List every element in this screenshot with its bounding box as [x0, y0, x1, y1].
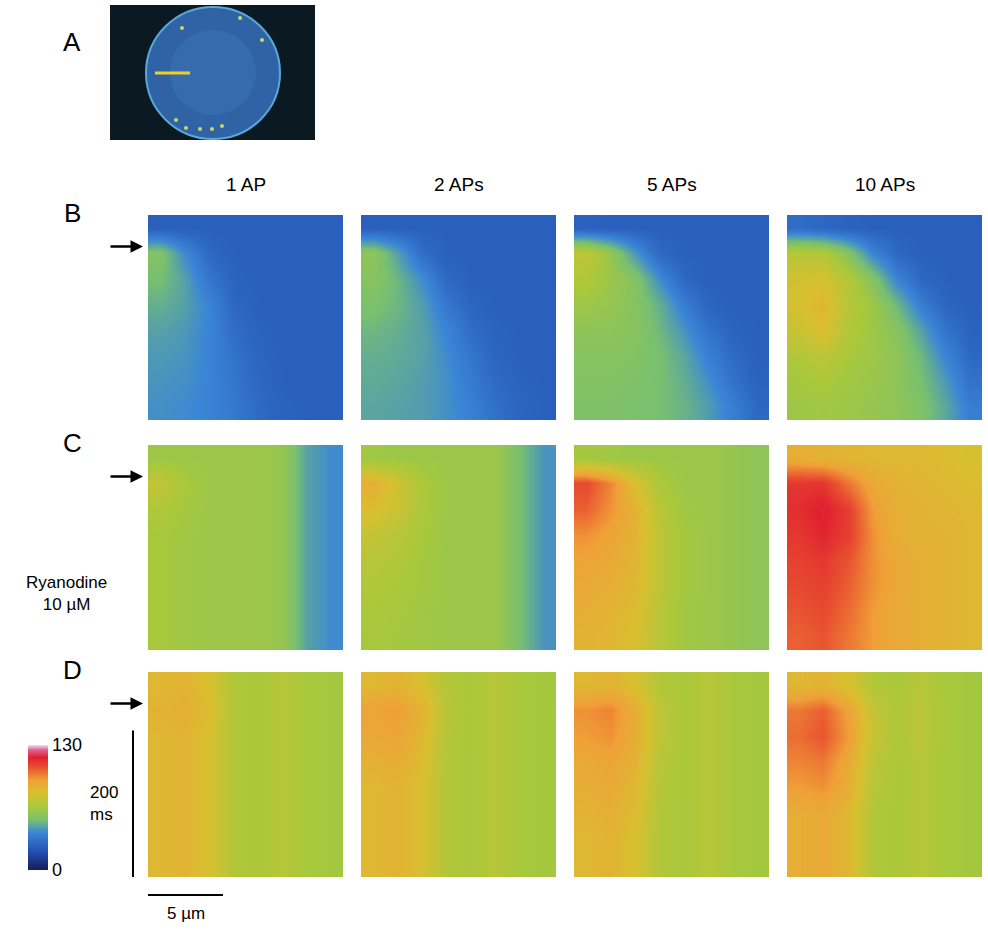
svg-text:5 APs: 5 APs [647, 174, 697, 195]
svg-text:1 AP: 1 AP [226, 174, 266, 195]
svg-text:Ryanodine10 µM: Ryanodine10 µM [26, 573, 107, 614]
svg-text:B: B [64, 198, 81, 228]
svg-text:5 µm: 5 µm [167, 904, 205, 923]
svg-text:130: 130 [52, 735, 82, 755]
svg-text:200ms: 200ms [90, 783, 118, 824]
svg-text:10 APs: 10 APs [855, 174, 915, 195]
svg-text:D: D [63, 655, 82, 685]
svg-text:0: 0 [52, 860, 62, 880]
svg-text:2 APs: 2 APs [434, 174, 484, 195]
svg-text:A: A [63, 27, 81, 57]
svg-text:C: C [63, 428, 82, 458]
